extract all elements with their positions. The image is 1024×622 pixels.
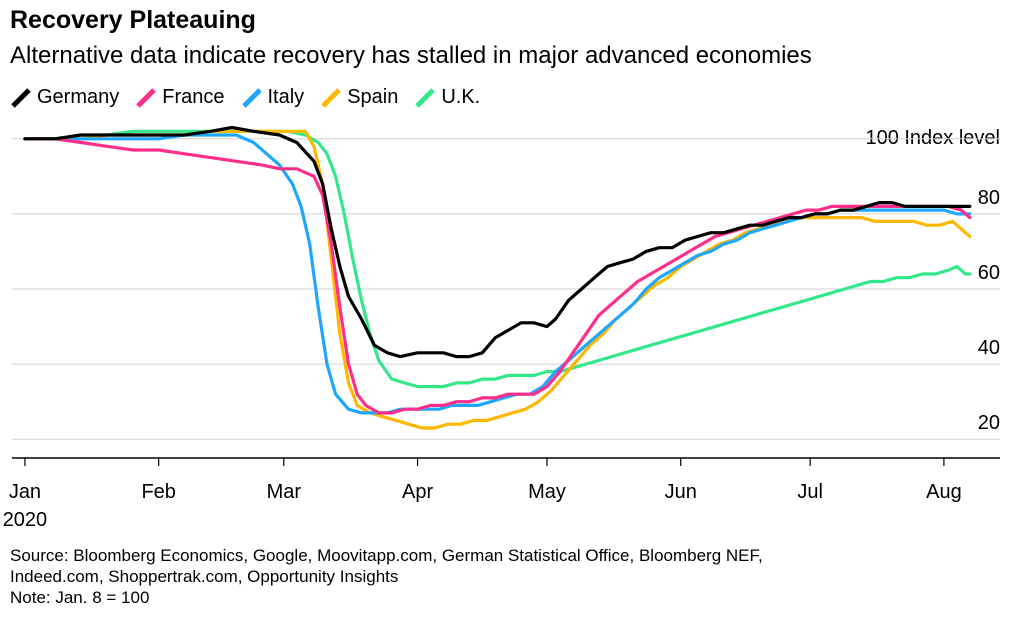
x-tick-label: Aug: [926, 481, 962, 503]
x-tick-label: Jul: [797, 481, 823, 503]
chart-source-note: Source: Bloomberg Economics, Google, Moo…: [10, 545, 763, 608]
legend-label-italy: Italy: [267, 86, 305, 108]
source-line-2: Indeed.com, Shoppertrak.com, Opportunity…: [10, 567, 399, 586]
legend-swatch-france: [136, 87, 157, 108]
chart-subtitle: Alternative data indicate recovery has s…: [10, 42, 812, 69]
x-tick-label: May: [528, 481, 566, 503]
y-axis-title: 100 Index level: [865, 127, 1000, 149]
x-tick-label: Mar: [267, 481, 302, 503]
series-line-germany: [23, 125, 972, 359]
note-line: Note: Jan. 8 = 100: [10, 588, 150, 607]
x-tick-sublabel: 2020: [3, 509, 48, 531]
legend-label-france: France: [162, 86, 225, 108]
legend-label-spain: Spain: [347, 86, 399, 108]
series-line-france: [23, 137, 972, 415]
series-line-italy: [23, 133, 972, 415]
series-line-uk: [23, 129, 972, 389]
legend-item-france: France: [135, 86, 225, 109]
legend-item-italy: Italy: [241, 86, 305, 109]
y-tick-label: 60: [978, 262, 1000, 284]
y-tick-label: 80: [978, 187, 1000, 209]
y-tick-label: 20: [978, 412, 1000, 434]
legend-label-germany: Germany: [37, 86, 120, 108]
source-line-1: Source: Bloomberg Economics, Google, Moo…: [10, 546, 763, 565]
legend-label-uk: U.K.: [441, 86, 481, 108]
legend-swatch-germany: [11, 87, 31, 108]
legend-item-uk: U.K.: [414, 86, 480, 109]
legend-swatch-spain: [321, 87, 341, 108]
legend-item-germany: Germany: [10, 86, 119, 109]
line-chart: 100 Index level 80 60 40 20 Jan 2020 Feb Mar Apr M…: [3, 125, 1000, 531]
legend-swatch-italy: [241, 87, 262, 108]
x-tick-label: Feb: [141, 481, 175, 503]
x-tick-label: Jun: [665, 481, 697, 503]
legend-swatch-uk: [415, 87, 436, 108]
x-tick-label: Apr: [402, 481, 433, 503]
y-tick-label: 40: [978, 337, 1000, 359]
legend-item-spain: Spain: [320, 86, 398, 109]
chart-legend: Germany France Italy Spain U.K.: [10, 86, 496, 109]
chart-title: Recovery Plateauing: [10, 6, 256, 34]
x-tick-label: Jan: [9, 481, 41, 503]
series-line-spain: [23, 129, 972, 430]
